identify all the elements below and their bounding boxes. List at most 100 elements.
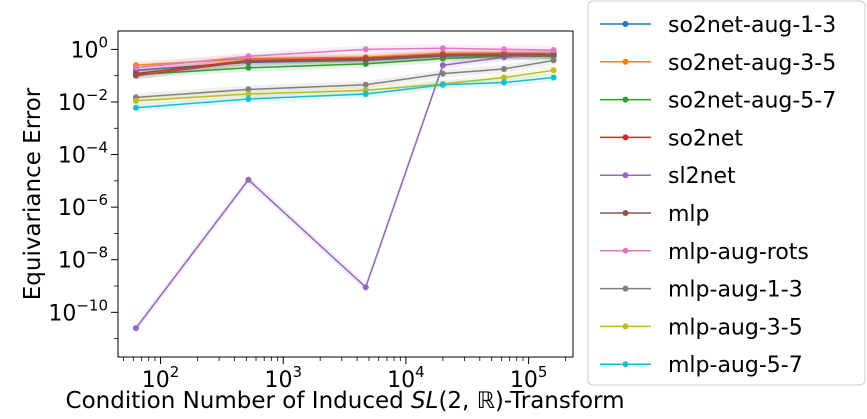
x-axis: 102 103 104 105 <box>123 357 566 393</box>
data-point-mlp-aug-rots-5 <box>550 46 557 53</box>
x-tick-label-1: 103 <box>264 363 302 393</box>
legend-item-mlp: mlp <box>600 202 710 227</box>
legend-label: so2net-aug-3-5 <box>668 51 836 76</box>
y-tick-label-base: 10 <box>58 144 86 169</box>
legend-item-so2net: so2net <box>600 126 743 151</box>
data-point-mlp-aug-rots-1 <box>245 53 252 60</box>
data-point-mlp-aug-rots-4 <box>501 46 508 53</box>
x-tick-label-base: 10 <box>142 368 170 393</box>
data-point-mlp-aug-5-7-3 <box>439 81 446 88</box>
data-point-mlp-aug-1-3-4 <box>501 65 508 72</box>
series-line-so2net-aug-3-5 <box>135 52 554 66</box>
x-tick-label-base: 10 <box>264 368 292 393</box>
data-point-mlp-4 <box>501 51 508 58</box>
plot-area <box>117 30 574 358</box>
x-tick-label-exp: 2 <box>170 363 180 381</box>
data-point-mlp-aug-rots-2 <box>362 46 369 53</box>
data-point-mlp-aug-1-3-5 <box>550 57 557 64</box>
y-tick-label-1: 10−2 <box>58 86 108 116</box>
x-tick-label-exp: 5 <box>538 363 548 381</box>
data-point-mlp-5 <box>550 51 557 58</box>
data-point-mlp-2 <box>362 56 369 63</box>
series-line-sl2net <box>135 53 554 329</box>
series-band-so2net <box>135 50 554 78</box>
y-tick-label-base: 10 <box>70 38 98 63</box>
legend-swatch-marker <box>622 172 629 179</box>
legend: so2net-aug-1-3 so2net-aug-3-5 so2net-aug-5… <box>587 0 866 386</box>
legend-item-sl2net: sl2net <box>600 164 736 189</box>
data-point-mlp-0 <box>132 72 139 79</box>
legend-swatch-marker <box>622 247 629 254</box>
legend-swatch-marker <box>622 285 629 292</box>
legend-label: so2net <box>668 126 743 151</box>
legend-label: so2net-aug-1-3 <box>668 13 836 38</box>
legend-label: so2net-aug-5-7 <box>668 89 836 114</box>
y-tick-label-exp: −2 <box>86 86 108 104</box>
x-tick-label-3: 105 <box>510 363 548 393</box>
data-point-mlp-aug-3-5-1 <box>245 91 252 98</box>
legend-item-so2net-aug-1-3: so2net-aug-1-3 <box>600 13 836 38</box>
data-point-sl2net-0 <box>132 325 139 332</box>
data-point-sl2net-2 <box>362 284 369 291</box>
legend-item-so2net-aug-3-5: so2net-aug-3-5 <box>600 51 836 76</box>
data-point-mlp-aug-5-7-4 <box>501 79 508 86</box>
x-tick-label-base: 10 <box>510 368 538 393</box>
legend-swatch-marker <box>622 96 629 103</box>
legend-item-so2net-aug-5-7: so2net-aug-5-7 <box>600 89 836 114</box>
data-point-mlp-3 <box>439 52 446 59</box>
legend-box <box>587 0 866 386</box>
y-tick-label-exp: 0 <box>98 33 108 51</box>
series-band-mlp-aug-5-7 <box>135 73 554 112</box>
legend-swatch-marker <box>622 210 629 216</box>
data-point-mlp-aug-3-5-5 <box>550 67 557 74</box>
series-line-mlp-aug-5-7 <box>135 76 554 109</box>
data-point-mlp-aug-rots-3 <box>439 45 446 52</box>
legend-label: mlp-aug-rots <box>668 240 809 265</box>
series-mlp <box>132 50 557 80</box>
y-tick-label-exp: −8 <box>86 244 108 262</box>
legend-label: mlp-aug-3-5 <box>668 315 803 340</box>
y-tick-label-3: 10−6 <box>58 191 108 221</box>
data-point-mlp-aug-1-3-2 <box>362 81 369 88</box>
data-point-mlp-aug-1-3-3 <box>439 70 446 77</box>
y-tick-label-base: 10 <box>58 196 86 221</box>
data-point-mlp-aug-5-7-0 <box>132 104 139 111</box>
legend-label: mlp <box>668 202 710 227</box>
x-axis-label: Condition Number of Induced SL(2, ℝ)-Tra… <box>66 388 625 414</box>
legend-label: mlp-aug-1-3 <box>668 278 803 303</box>
x-axis-label-part-3: (2, ℝ) <box>438 388 503 414</box>
series-mlp-aug-rots <box>132 44 557 72</box>
data-point-so2net-aug-5-7-2 <box>362 60 369 67</box>
data-point-mlp-aug-5-7-1 <box>245 95 252 102</box>
x-tick-label-2: 104 <box>387 363 425 393</box>
legend-swatch-marker <box>622 134 629 141</box>
legend-label: mlp-aug-5-7 <box>668 353 803 378</box>
legend-swatch-marker <box>622 21 629 27</box>
x-axis-label-part-1: Condition Number of Induced <box>66 388 412 414</box>
data-point-sl2net-1 <box>245 176 252 183</box>
legend-item-mlp-aug-5-7: mlp-aug-5-7 <box>600 353 803 378</box>
data-point-sl2net-3 <box>439 62 446 69</box>
x-tick-label-exp: 4 <box>415 363 425 381</box>
y-tick-label-base: 10 <box>58 249 86 274</box>
series-line-mlp-aug-rots <box>135 47 554 69</box>
data-point-mlp-aug-rots-0 <box>132 64 139 71</box>
data-point-mlp-aug-3-5-0 <box>132 97 139 104</box>
data-point-so2net-aug-5-7-1 <box>245 64 252 71</box>
data-point-mlp-aug-5-7-5 <box>550 74 557 81</box>
legend-swatch-marker <box>622 58 629 65</box>
series-line-mlp-aug-3-5 <box>135 69 554 102</box>
y-tick-label-base: 10 <box>48 301 76 326</box>
data-point-mlp-aug-3-5-4 <box>501 74 508 81</box>
series-mlp-aug-5-7 <box>132 73 557 112</box>
y-axis-label: Equivariance Error <box>20 87 46 300</box>
legend-item-mlp-aug-3-5: mlp-aug-3-5 <box>600 315 803 340</box>
series-layer <box>132 44 557 333</box>
legend-swatch-marker <box>622 323 629 330</box>
x-tick-label-0: 102 <box>142 363 180 393</box>
y-tick-label-4: 10−8 <box>58 244 108 274</box>
x-axis-label-part-4: -Transform <box>504 388 625 414</box>
data-point-mlp-aug-1-3-1 <box>245 86 252 93</box>
